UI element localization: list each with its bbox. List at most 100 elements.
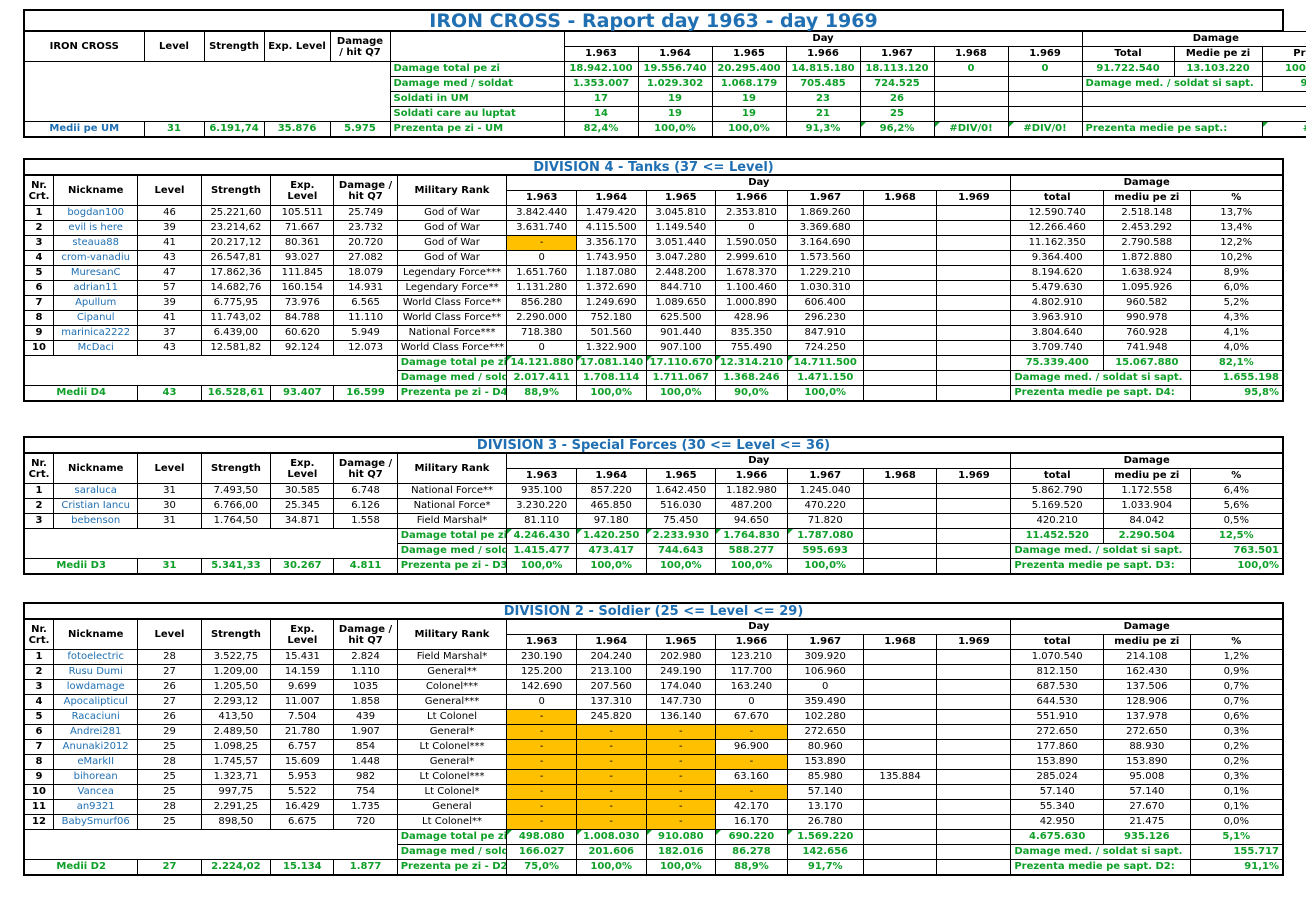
player-strength: 898,50 (200, 814, 272, 830)
player-level: 43 (137, 250, 202, 266)
header-level: Level (143, 31, 205, 62)
player-nickname[interactable]: marinica2222 (53, 325, 139, 341)
player-day-damage: 309.920 (786, 649, 864, 665)
player-nickname[interactable]: bebenson (53, 513, 139, 529)
division-prezenta-label: Prezenta pe zi - D4 (396, 385, 508, 402)
player-rank: World Class Force*** (396, 340, 508, 356)
summary-value: 0 (933, 61, 1009, 77)
player-day-damage: 135.884 (862, 769, 938, 785)
player-nickname[interactable]: Cipanul (53, 310, 139, 326)
row-nr: 1 (23, 205, 55, 221)
player-nickname[interactable]: Apullum (53, 295, 139, 311)
player-strength: 7.493,50 (200, 483, 272, 499)
header-day: Day (563, 31, 1083, 47)
player-exp: 21.780 (270, 724, 335, 740)
player-nickname[interactable]: bogdan100 (53, 205, 139, 221)
player-nickname[interactable]: evil is here (53, 220, 139, 236)
player-strength: 23.214,62 (200, 220, 272, 236)
player-pct: 0,1% (1189, 799, 1284, 815)
player-day-damage: 230.190 (506, 649, 577, 665)
player-nickname[interactable]: Anunaki2012 (53, 739, 139, 755)
row-nr: 11 (23, 799, 55, 815)
player-nickname[interactable]: steaua88 (53, 235, 139, 251)
player-nickname[interactable]: MuresanC (53, 265, 139, 281)
division-prezenta-value: 90,0% (715, 385, 788, 402)
player-pct: 6,0% (1189, 280, 1284, 296)
player-day-damage: 0 (786, 679, 864, 695)
player-exp: 15.431 (270, 649, 335, 665)
player-nickname[interactable]: bihorean (53, 769, 139, 785)
header-day-2: 1.965 (645, 634, 717, 650)
table-row: 6 adrian11 57 14.682,76 160.154 14.931 Legenda… (23, 280, 1284, 296)
summary-value: 19 (637, 91, 713, 107)
header-strength: Strength (200, 453, 272, 484)
division-week-presence-label: Prezenta medie pe sapt. D4: (1010, 385, 1191, 402)
division-prezenta-value (936, 385, 1012, 402)
player-nickname[interactable]: adrian11 (53, 280, 139, 296)
player-exp: 9.699 (270, 679, 335, 695)
division-week-label: Damage med. / soldat si sapt. (1010, 844, 1191, 860)
player-nickname[interactable]: fotoelectric (53, 649, 139, 665)
player-nickname[interactable]: Racaciuni (53, 709, 139, 725)
player-rank: General (396, 799, 508, 815)
header-damage-group: Damage (1010, 453, 1284, 469)
player-nickname[interactable]: lowdamage (53, 679, 139, 695)
player-pct: 0,3% (1189, 769, 1284, 785)
division-week-value: 1.655.198 (1189, 370, 1284, 386)
player-day-damage: 1.182.980 (715, 483, 788, 499)
player-day-damage (936, 265, 1012, 281)
table-row: 5 MuresanC 47 17.862,36 111.845 18.079 Legenda… (23, 265, 1284, 281)
summary-value (933, 76, 1009, 92)
player-nickname[interactable]: Vancea (53, 784, 139, 800)
player-nickname[interactable]: Cristian Iancu (53, 498, 139, 514)
player-day-damage: 3.230.220 (506, 498, 577, 514)
header-unit-name: IRON CROSS (23, 31, 145, 62)
player-day-damage (862, 340, 938, 356)
player-day-damage: 249.190 (645, 664, 717, 680)
header-day-0: 1.963 (506, 634, 577, 650)
player-rank: World Class Force** (396, 310, 508, 326)
player-nickname[interactable]: eMarkII (53, 754, 139, 770)
player-mediu: 137.506 (1103, 679, 1191, 695)
player-strength: 413,50 (200, 709, 272, 725)
division-med-value (936, 844, 1012, 860)
header-day-1: 1.964 (575, 468, 647, 484)
division-prezenta-value: 100,0% (506, 558, 577, 575)
division-total-value: 1.008.030 (575, 829, 647, 845)
summary-value: 0 (1007, 61, 1083, 77)
player-nickname[interactable]: Apocalipticul (53, 694, 139, 710)
player-day-damage: 142.690 (506, 679, 577, 695)
player-day-damage: 63.160 (715, 769, 788, 785)
player-nickname[interactable]: Andrei281 (53, 724, 139, 740)
player-damage-hit: 1035 (333, 679, 398, 695)
player-nickname[interactable]: an9321 (53, 799, 139, 815)
player-nickname[interactable]: Rusu Dumi (53, 664, 139, 680)
header-day-3: 1.966 (715, 190, 788, 206)
player-day-damage (862, 649, 938, 665)
player-nickname[interactable]: BabySmurf06 (53, 814, 139, 830)
player-day-damage: 359.490 (786, 694, 864, 710)
player-mediu: 1.033.904 (1103, 498, 1191, 514)
player-day-damage: - (506, 739, 577, 755)
player-day-damage (936, 694, 1012, 710)
player-day-damage: 2.999.610 (715, 250, 788, 266)
division-prezenta-label: Prezenta pe zi - D3 (396, 558, 508, 575)
player-mediu: 960.582 (1103, 295, 1191, 311)
player-pct: 13,4% (1189, 220, 1284, 236)
player-nickname[interactable]: crom-vanadiu (53, 250, 139, 266)
player-pct: 0,0% (1189, 814, 1284, 830)
player-day-damage: 3.051.440 (645, 235, 717, 251)
player-level: 25 (137, 784, 202, 800)
division-prezenta-value (862, 385, 938, 402)
player-mediu: 1.638.924 (1103, 265, 1191, 281)
player-day-damage: 153.890 (786, 754, 864, 770)
header-damage-col-2: % (1189, 190, 1284, 206)
player-nickname[interactable]: saraluca (53, 483, 139, 499)
table-row: 6 Andrei281 29 2.489,50 21.780 1.907 General* -… (23, 724, 1284, 740)
summary-week-value: 976.100 (1261, 76, 1306, 92)
player-nickname[interactable]: McDaci (53, 340, 139, 356)
player-day-damage (862, 483, 938, 499)
player-exp: 71.667 (270, 220, 335, 236)
player-total: 3.709.740 (1010, 340, 1105, 356)
player-total: 644.530 (1010, 694, 1105, 710)
